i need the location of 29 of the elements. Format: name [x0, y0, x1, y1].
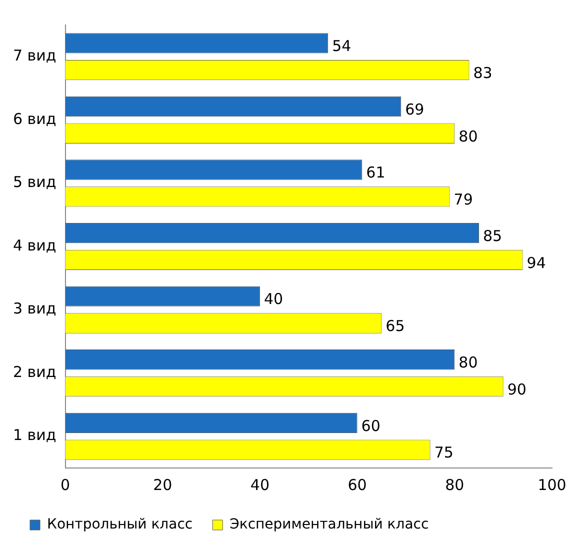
- y-tick-label: 2 вид: [12, 362, 56, 381]
- legend-label: Экспериментальный класс: [230, 516, 429, 533]
- data-label: 75: [434, 444, 454, 462]
- data-label: 69: [405, 100, 424, 118]
- data-label: 79: [454, 190, 473, 209]
- x-tick-label: 0: [60, 476, 70, 494]
- x-tick-label: 100: [538, 476, 566, 494]
- x-tick-label: 80: [445, 476, 464, 494]
- y-tick-label: 7 вид: [12, 46, 56, 65]
- y-tick-label: 4 вид: [12, 236, 56, 254]
- data-label: 61: [366, 164, 386, 182]
- y-tick-label: 5 вид: [12, 173, 56, 192]
- data-label: 83: [473, 64, 492, 82]
- data-label: 60: [361, 416, 380, 435]
- x-tick-label: 40: [250, 476, 270, 494]
- y-tick-label: 1 вид: [12, 426, 56, 444]
- data-label: 40: [264, 290, 284, 308]
- data-label: 54: [332, 37, 352, 56]
- data-label: 65: [386, 317, 405, 336]
- legend-label: Контрольный класс: [47, 516, 193, 533]
- data-label: 80: [458, 354, 478, 372]
- data-label: 94: [526, 254, 546, 272]
- x-tick-label: 20: [153, 476, 172, 494]
- data-label: 85: [482, 226, 502, 245]
- data-label: 90: [507, 380, 526, 398]
- y-tick-label: 6 вид: [12, 110, 56, 128]
- y-tick-label: 3 вид: [12, 300, 56, 318]
- data-label: 80: [458, 127, 478, 146]
- x-tick-label: 60: [348, 476, 367, 494]
